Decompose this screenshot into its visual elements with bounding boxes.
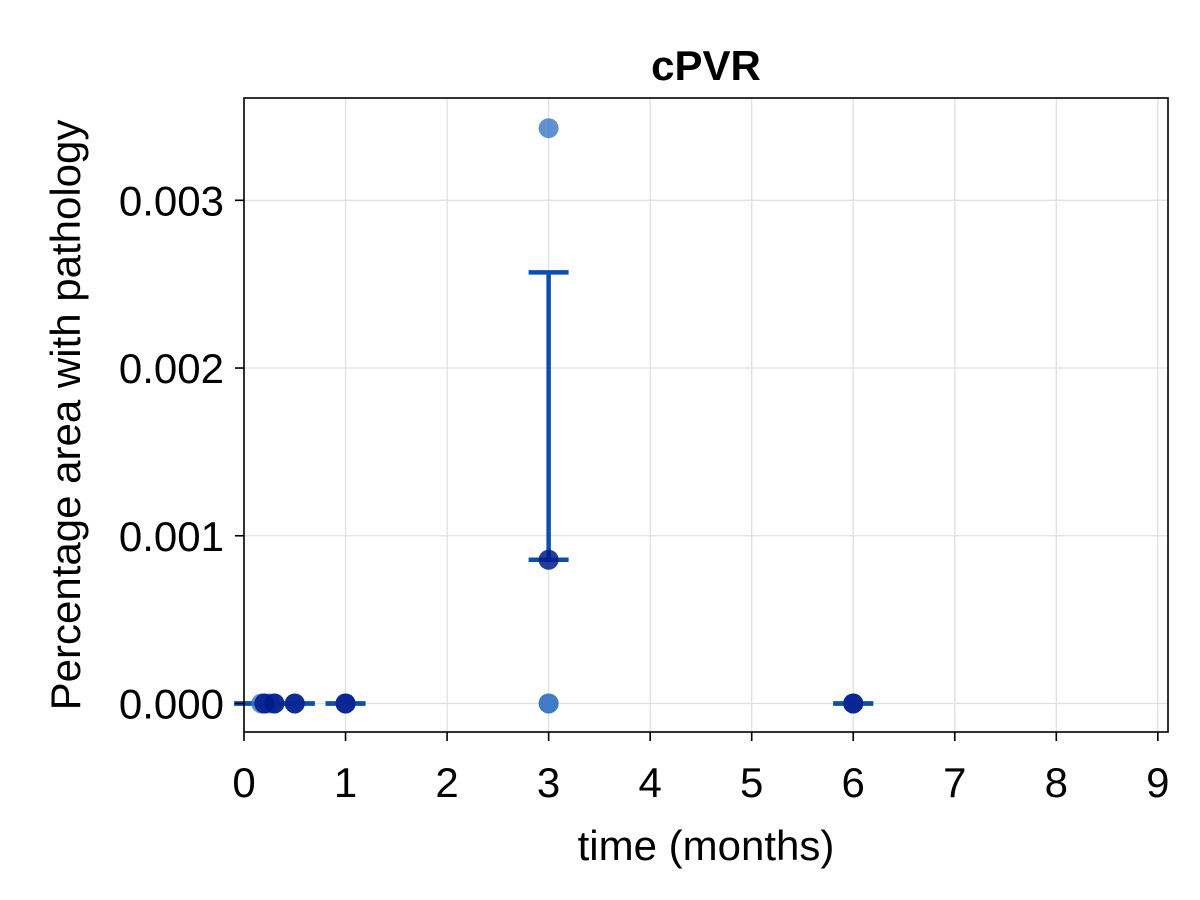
x-tick-label: 0 [232,759,255,806]
mean-point [264,693,285,714]
x-tick-label: 4 [638,759,661,806]
y-tick-label: 0.000 [119,680,224,727]
data-point [538,118,559,139]
x-tick-label: 7 [943,759,966,806]
x-tick-label: 3 [537,759,560,806]
x-axis-label: time (months) [578,822,835,869]
x-tick-label: 5 [740,759,763,806]
mean-point-layer [254,549,864,714]
x-tick-label: 2 [435,759,458,806]
data-point [538,693,559,714]
y-tick-label: 0.001 [119,513,224,560]
x-tick-label: 8 [1045,759,1068,806]
grid-layer [243,98,1168,732]
mean-point [284,693,305,714]
y-axis-label: Percentage area with pathology [42,120,89,711]
mean-point [335,693,356,714]
y-tick-label: 0.003 [119,177,224,224]
mean-point [538,549,559,570]
x-tick-label: 1 [334,759,357,806]
y-tick-label: 0.002 [119,345,224,392]
plot-frame [243,97,1169,733]
chart-title: cPVR [651,42,761,89]
x-tick-label: 6 [842,759,865,806]
mean-point [843,693,864,714]
tick-layer: 0 1 2 3 4 5 6 7 8 9 0.000 0.001 0.002 0.003 [119,177,1170,806]
x-tick-label: 9 [1146,759,1169,806]
